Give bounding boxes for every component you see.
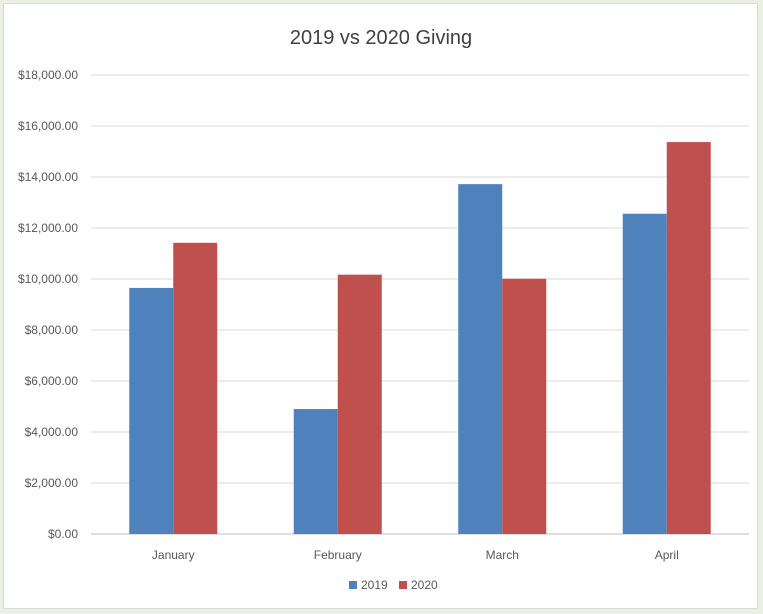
y-tick-label: $4,000.00 <box>25 425 79 439</box>
legend: 2019 2020 <box>349 578 438 592</box>
bar-2019-january <box>129 287 174 534</box>
y-tick-label: $18,000.00 <box>18 68 78 82</box>
chart-title: 2019 vs 2020 Giving <box>290 27 472 49</box>
x-axis-tick-labels: January February March April <box>152 548 679 562</box>
y-tick-label: $12,000.00 <box>18 221 78 235</box>
y-axis-tick-labels: $0.00 $2,000.00 $4,000.00 $6,000.00 $8,000.0… <box>18 68 78 541</box>
x-tick-label: March <box>486 548 519 562</box>
legend-label-2020: 2020 <box>411 578 438 592</box>
x-tick-label: April <box>655 548 679 562</box>
bar-2020-february <box>337 274 382 534</box>
bars <box>129 142 711 535</box>
legend-swatch-2020 <box>399 581 407 589</box>
bar-2019-april <box>622 213 667 534</box>
bar-chart: 2019 vs 2020 Giving $0.00 $2,000.00 $4,000… <box>18 27 749 592</box>
y-tick-label: $2,000.00 <box>25 476 79 490</box>
chart-frame: 2019 vs 2020 Giving $0.00 $2,000.00 $4,000… <box>3 3 758 609</box>
legend-swatch-2019 <box>349 581 357 589</box>
y-tick-label: $14,000.00 <box>18 170 78 184</box>
bar-2020-april <box>666 142 711 534</box>
x-tick-label: January <box>152 548 195 562</box>
x-tick-label: February <box>314 548 362 562</box>
y-tick-label: $16,000.00 <box>18 119 78 133</box>
y-tick-label: $6,000.00 <box>25 374 79 388</box>
bar-2019-february <box>293 409 338 534</box>
y-tick-label: $10,000.00 <box>18 272 78 286</box>
bar-2019-march <box>458 184 503 534</box>
y-tick-label: $0.00 <box>48 527 78 541</box>
y-tick-label: $8,000.00 <box>25 323 79 337</box>
bar-2020-january <box>173 242 218 535</box>
bar-2020-march <box>502 278 547 534</box>
legend-label-2019: 2019 <box>361 578 388 592</box>
